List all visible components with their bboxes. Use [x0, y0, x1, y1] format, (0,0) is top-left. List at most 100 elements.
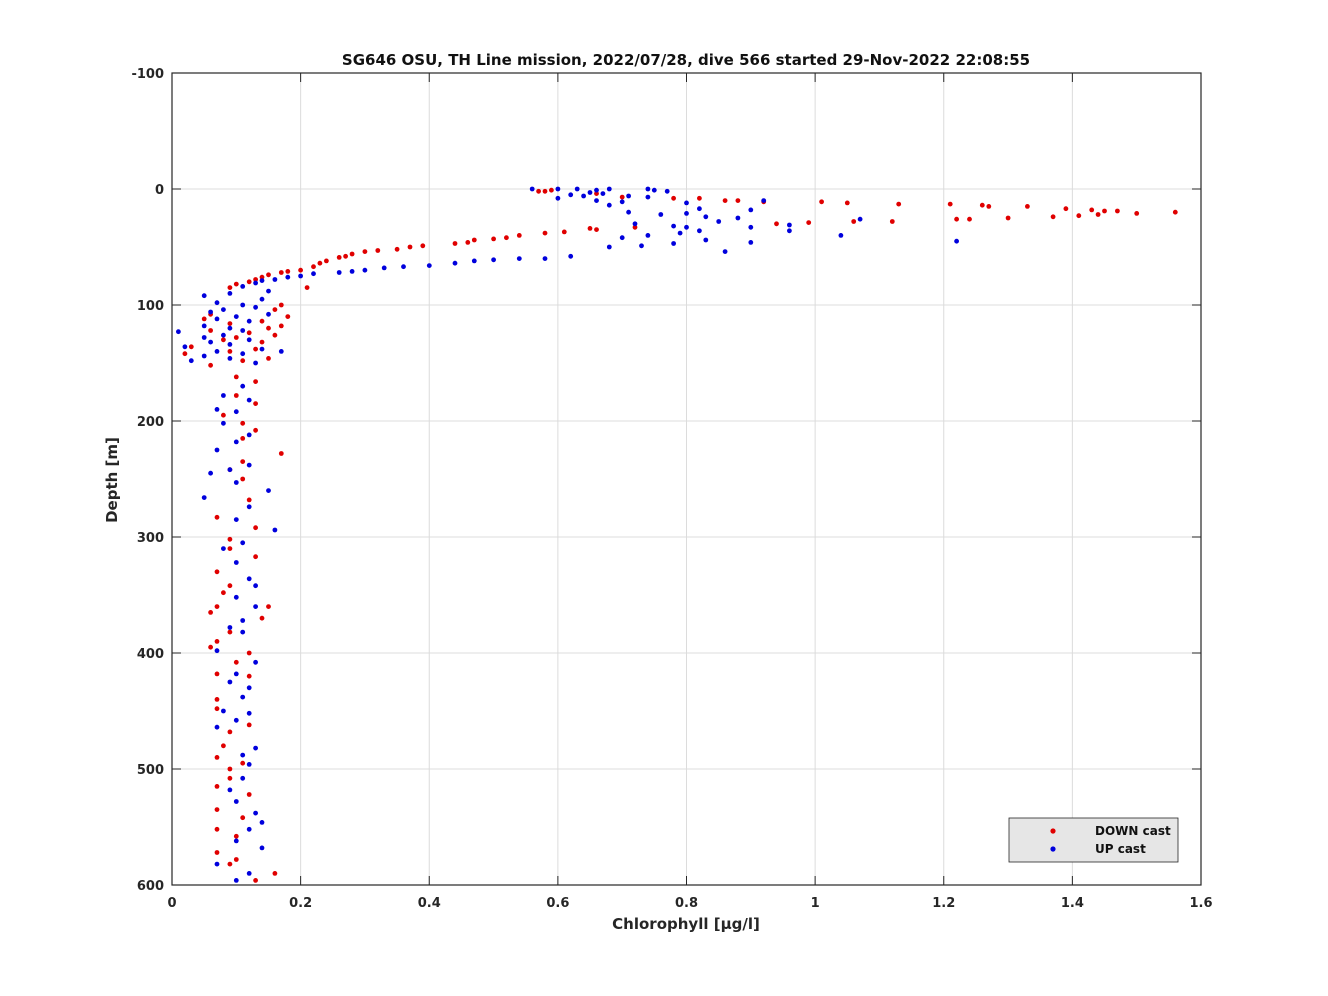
data-point [240, 815, 246, 821]
data-point [568, 253, 574, 259]
data-point [761, 198, 767, 204]
data-point [722, 249, 728, 255]
data-point [594, 187, 599, 193]
data-point [278, 349, 284, 354]
data-point [246, 330, 252, 336]
data-point [979, 202, 985, 208]
data-point [420, 243, 426, 249]
data-point [240, 459, 246, 464]
data-point [651, 187, 657, 193]
data-point [246, 397, 252, 403]
data-point [626, 193, 631, 199]
data-point [606, 186, 612, 192]
data-point [227, 625, 233, 630]
data-point [774, 221, 779, 227]
data-point [188, 344, 194, 350]
data-point [227, 325, 233, 331]
data-point [233, 281, 239, 287]
data-point [298, 273, 303, 279]
data-point [266, 604, 271, 609]
data-point [311, 264, 316, 270]
data-point [214, 569, 220, 575]
data-point [1172, 209, 1178, 215]
data-point [967, 216, 972, 222]
data-point [1005, 215, 1011, 221]
data-point [214, 807, 220, 812]
data-point [240, 383, 246, 389]
axis-ticks: 0 0.2 0.4 0.6 0.8 1 1.2 1.4 1.6 -100 0 100 200 300 400… [131, 67, 1212, 911]
data-point [452, 241, 458, 246]
data-point [246, 497, 252, 503]
data-point [844, 200, 850, 206]
data-point [266, 356, 271, 361]
data-point [240, 694, 246, 700]
data-point [233, 560, 239, 565]
data-point [671, 195, 676, 201]
data-point [658, 212, 664, 217]
x-tick-label: 0.4 [418, 896, 441, 911]
y-tick-label: -100 [131, 67, 164, 82]
data-point [246, 337, 252, 343]
data-point [227, 285, 233, 290]
data-point [471, 237, 477, 243]
data-point [452, 260, 458, 266]
data-point [227, 787, 233, 793]
legend-marker-up-cast [1050, 846, 1056, 852]
data-point [214, 639, 220, 644]
data-point [253, 427, 258, 433]
data-point [246, 722, 252, 728]
data-point [606, 244, 612, 250]
data-point [233, 439, 239, 445]
data-point [208, 644, 214, 650]
data-point [253, 810, 258, 816]
y-tick-label: 100 [137, 299, 164, 314]
data-point [221, 337, 226, 343]
data-point [214, 604, 220, 609]
data-point [208, 610, 214, 615]
data-point [253, 745, 258, 751]
data-point [233, 838, 239, 844]
data-point [227, 546, 233, 551]
x-tick-label: 0 [167, 896, 176, 911]
data-point [677, 230, 683, 236]
data-point [208, 309, 214, 315]
data-point [221, 420, 226, 426]
data-point [233, 878, 239, 883]
data-point [221, 393, 226, 398]
data-point [259, 296, 265, 302]
data-point [465, 240, 471, 245]
data-point [214, 316, 220, 322]
data-point [233, 799, 239, 804]
data-point [266, 325, 271, 331]
data-point [311, 271, 316, 277]
x-tick-label: 1.6 [1189, 896, 1212, 911]
data-point [272, 277, 278, 282]
data-point [214, 648, 220, 654]
data-point [259, 820, 265, 825]
data-point [214, 784, 220, 789]
data-point [227, 861, 233, 867]
data-point [233, 480, 239, 485]
data-point [986, 204, 992, 209]
data-point [555, 186, 561, 192]
data-point [684, 200, 689, 206]
series-down-cast [182, 187, 1178, 883]
data-point [214, 861, 220, 867]
legend-box [1008, 817, 1179, 863]
data-point [748, 224, 754, 230]
data-point [227, 775, 233, 781]
data-point [240, 618, 246, 623]
data-point [697, 206, 702, 212]
data-point [253, 554, 258, 560]
data-point [214, 826, 220, 832]
data-point [201, 316, 207, 322]
data-point [1089, 207, 1095, 213]
data-point [240, 629, 246, 635]
data-point [362, 267, 368, 273]
data-point [568, 192, 574, 198]
data-point [336, 255, 342, 260]
data-point [266, 488, 271, 493]
data-point [272, 871, 278, 876]
data-point [266, 288, 271, 294]
